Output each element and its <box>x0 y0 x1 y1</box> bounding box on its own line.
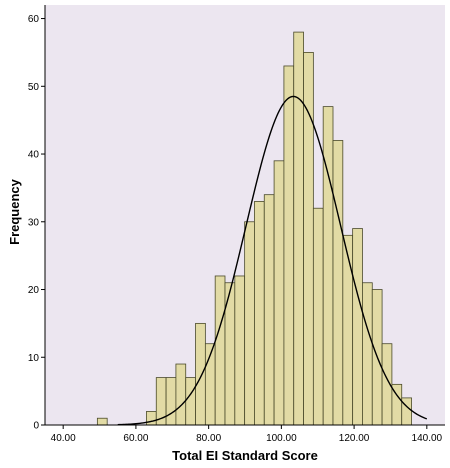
histogram-bar <box>362 282 373 426</box>
histogram-bar <box>165 377 177 426</box>
histogram-bar <box>244 221 255 426</box>
x-tick-label: 80.00 <box>196 433 221 444</box>
x-axis-ticks: 40.00 60.00 80.00 100.00 120.00 140.00 <box>51 425 443 444</box>
histogram-bar <box>322 106 334 426</box>
histogram-bar <box>303 52 314 426</box>
y-tick-label: 50 <box>28 82 40 93</box>
normal-distribution-curve <box>117 95 428 426</box>
x-axis-title: Total EI Standard Score <box>172 448 318 463</box>
x-tick-label: 40.00 <box>51 433 76 444</box>
histogram-bar <box>342 234 354 426</box>
y-axis-title: Frequency <box>7 178 22 245</box>
histogram-bar <box>185 377 196 426</box>
histogram-bar <box>175 363 187 426</box>
y-tick-label: 30 <box>28 217 40 228</box>
histogram-bar <box>332 140 344 426</box>
y-tick-label: 60 <box>28 14 40 25</box>
histogram-bar <box>263 194 275 426</box>
histogram-bar <box>254 201 265 426</box>
histogram-bar <box>283 65 295 426</box>
histogram-bar <box>293 31 304 426</box>
x-tick-label: 120.00 <box>339 433 370 444</box>
histogram-bar <box>234 275 246 426</box>
x-tick-label: 140.00 <box>412 433 443 444</box>
y-tick-label: 0 <box>33 421 39 432</box>
histogram-bar <box>96 417 108 426</box>
y-tick-label: 10 <box>28 353 40 364</box>
histogram-bar <box>214 275 226 426</box>
histogram-bar <box>352 228 363 426</box>
y-axis-ticks: 0 10 20 30 40 50 60 <box>28 14 45 432</box>
y-tick-label: 40 <box>28 150 40 161</box>
y-tick-label: 20 <box>28 285 40 296</box>
histogram-bar <box>146 411 157 426</box>
histogram-bar <box>312 207 324 426</box>
x-tick-label: 100.00 <box>266 433 297 444</box>
x-tick-label: 60.00 <box>123 433 148 444</box>
histogram-bar <box>195 322 206 426</box>
histogram-bar <box>273 160 285 426</box>
